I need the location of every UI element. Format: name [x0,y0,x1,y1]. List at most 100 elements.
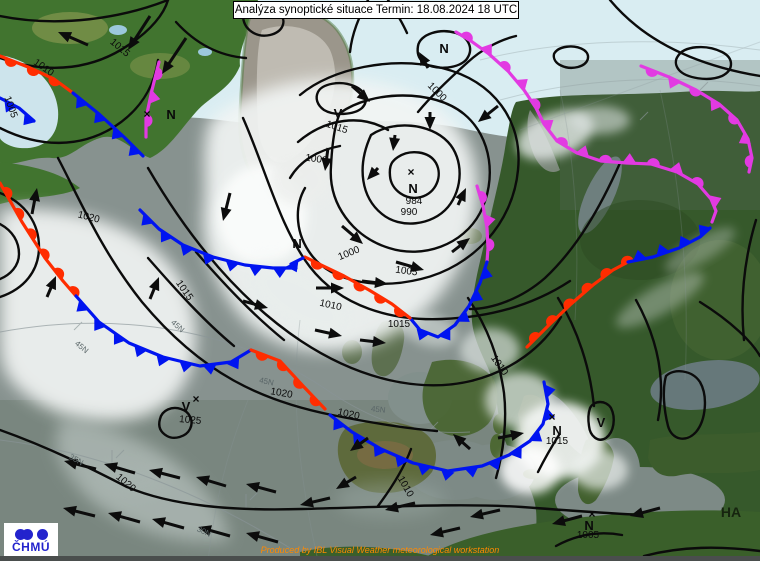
cold-front-symbol [575,145,590,158]
wind-arrow [29,188,40,215]
pressure-center-cross: × [192,392,199,406]
cold-front-symbol [227,357,240,370]
warm-front-symbol [14,207,25,221]
cold-front-symbol [656,244,670,256]
occluded-front [454,30,722,224]
isobar-value-label: 1020 [76,210,101,226]
wind-arrow [162,37,188,74]
cold-front-symbol [510,446,522,459]
logo-dot-icon [14,528,26,540]
cold-front-symbol [113,332,126,345]
warm-front-symbol [332,270,345,281]
cold-front-symbol [156,354,170,367]
wind-arrow [451,238,470,254]
wind-arrow [316,282,344,294]
warm-front-symbol [255,351,269,361]
warm-front-symbol [728,113,740,125]
cold-front-symbol [480,43,492,56]
cold-front [408,260,493,341]
warm-front-symbol [276,359,288,372]
warm-front-symbol [647,158,660,167]
occluded-front [144,60,163,139]
wind-arrow [478,104,499,122]
cold-front-symbol [544,384,556,399]
cold-front-symbol [417,464,432,476]
wind-arrow [630,506,661,518]
wind-arrow [64,458,97,471]
cold-front-symbol [464,466,479,478]
wind-arrow [246,531,279,544]
wind-arrow [395,260,424,272]
warm-front-symbol [39,248,50,261]
wind-arrow [351,84,370,102]
wind-arrow [63,505,96,518]
cold-front-symbol [180,243,194,256]
cold-front-symbol [373,444,386,457]
wind-arrow [389,134,401,151]
analysis-overlay-layer: 1015101010051020101510151000984990100010… [0,15,754,544]
latitude-grid-label: 45N [370,404,386,415]
isobar-value-label: 1010 [318,298,342,313]
wind-arrow [246,482,277,494]
pressure-center-letter: N [439,41,448,56]
warm-front-symbol [555,137,568,147]
cold-front-symbol [632,249,647,262]
cold-front-symbol [622,153,637,164]
wind-arrow [220,192,232,221]
cold-front-symbol [543,407,556,422]
warm-front-symbol [146,114,153,128]
warm-front-symbol [310,260,324,270]
warm-front-symbol [499,61,511,72]
wind-arrow [314,327,342,339]
warm-front-symbol [529,332,541,344]
wind-arrow [430,526,461,538]
warm-front-symbol [563,298,575,310]
wind-arrow [470,508,501,520]
producer-credit: Produced by IBL Visual Weather meteorolo… [260,545,500,555]
warm-front-symbol [293,377,305,389]
warm-front-symbol [744,155,753,168]
cold-front-symbol [529,429,543,442]
cold-front-symbol [333,418,346,431]
cold-front-symbol [141,213,154,226]
pressure-center-cross: × [588,507,595,521]
cold-front-symbol [457,310,470,322]
cold-front-symbol [698,224,711,237]
warm-front-symbol [581,282,593,294]
warm-front-symbol [154,67,163,81]
warm-front-symbol [530,98,541,111]
warm-front-symbol [487,238,495,252]
isobar-value-label: 1005 [395,265,419,279]
wind-arrow [359,336,386,347]
pressure-center-letter: N [292,236,301,251]
cold-front-symbol [248,265,263,277]
cold-front-symbol [668,76,681,89]
wind-arrow [148,277,160,300]
cold-front-symbol [111,127,124,140]
warm-front [249,348,327,411]
cold-front-symbol [487,458,501,471]
warm-front-symbol [26,66,40,76]
cold-front-symbol [128,143,141,156]
wind-arrow [104,462,136,475]
pressure-center-letter: V [597,415,606,430]
warm-front-symbol [460,31,473,42]
logo-dot-icon [36,528,48,540]
cold-front-symbol [709,195,722,209]
cold-front-symbol [438,328,451,341]
pressure-center-letter: N [166,107,175,122]
cold-front-symbol [179,360,194,373]
cold-front-symbol [272,268,287,278]
cold-front-symbol [160,230,173,243]
wind-arrow [196,475,227,488]
cold-front-symbol [76,96,88,109]
cold-front-symbol [515,78,528,91]
wind-arrow [336,475,357,489]
warm-front-symbol [600,268,613,279]
wind-arrow [367,166,380,180]
warm-front-symbol [394,306,406,318]
cold-front [74,294,253,375]
warm-front [0,181,80,298]
chmu-logo-text: ČHMÚ [12,539,50,554]
